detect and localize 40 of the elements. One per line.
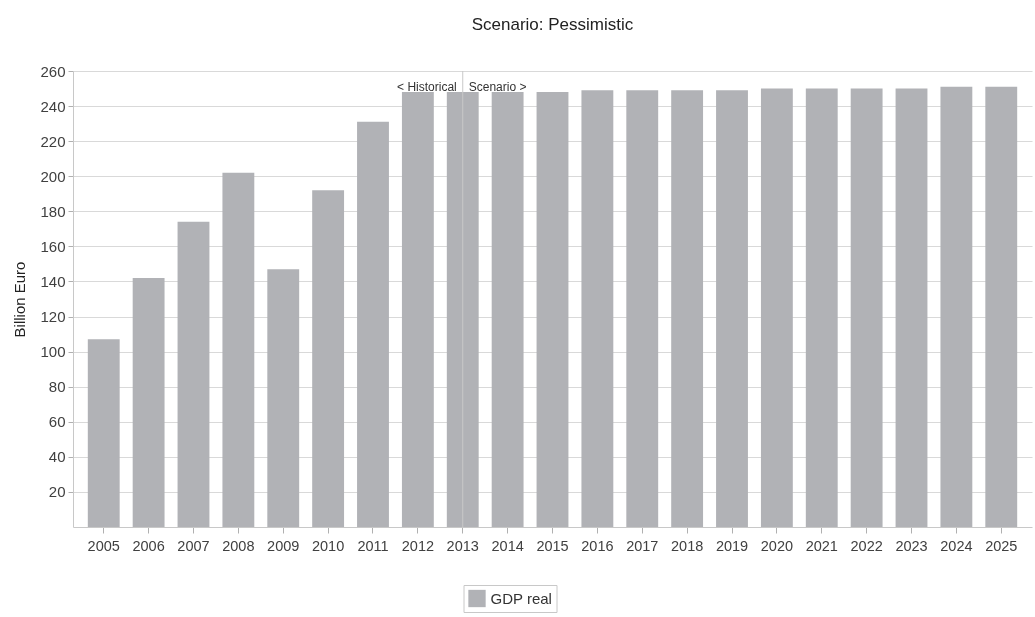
x-tick-label: 2020 [760,537,794,554]
legend-label: GDP real [490,589,552,607]
x-tick-label: 2008 [222,537,255,554]
y-tick-label: 80 [48,378,66,396]
y-tick-label: 60 [48,413,66,431]
x-tick-label: 2006 [132,537,165,554]
y-tick-label: 180 [40,202,66,220]
y-tick-label: 100 [40,343,66,361]
x-tick-label: 2012 [401,537,434,554]
y-tick-label: 120 [40,308,66,326]
x-tick-label: 2021 [805,537,838,554]
x-tick-label: 2014 [491,537,524,554]
x-tick-label: 2016 [581,537,614,554]
y-tick-label: 20 [48,483,66,501]
annotation: < Historical [397,80,457,94]
y-tick-label: 240 [40,97,66,115]
y-tick-label: 160 [40,237,66,255]
y-axis-title: Billion Euro [11,261,29,338]
x-tick-label: 2009 [267,537,300,554]
y-tick-label: 260 [40,62,66,80]
y-tick-label: 140 [40,272,66,290]
x-tick-label: 2015 [536,537,569,554]
chart-title: Scenario: Pessimistic [471,15,634,34]
x-tick-label: 2007 [177,537,210,554]
x-tick-label: 2010 [311,537,345,554]
x-tick-label: 2023 [895,537,928,554]
x-tick-label: 2011 [357,537,389,554]
x-tick-label: 2018 [671,537,704,554]
x-tick-label: 2022 [850,537,883,554]
y-tick-label: 40 [48,448,66,466]
annotation: Scenario > [468,80,527,94]
y-tick-label: 200 [40,167,66,185]
bar [446,92,479,527]
x-tick-label: 2017 [626,537,659,554]
x-tick-label: 2025 [985,537,1018,554]
x-tick-label: 2024 [940,537,973,554]
y-tick-label: 220 [40,132,66,150]
x-tick-label: 2005 [87,537,120,554]
x-tick-label: 2019 [715,537,749,554]
x-tick-label: 2013 [446,537,479,554]
